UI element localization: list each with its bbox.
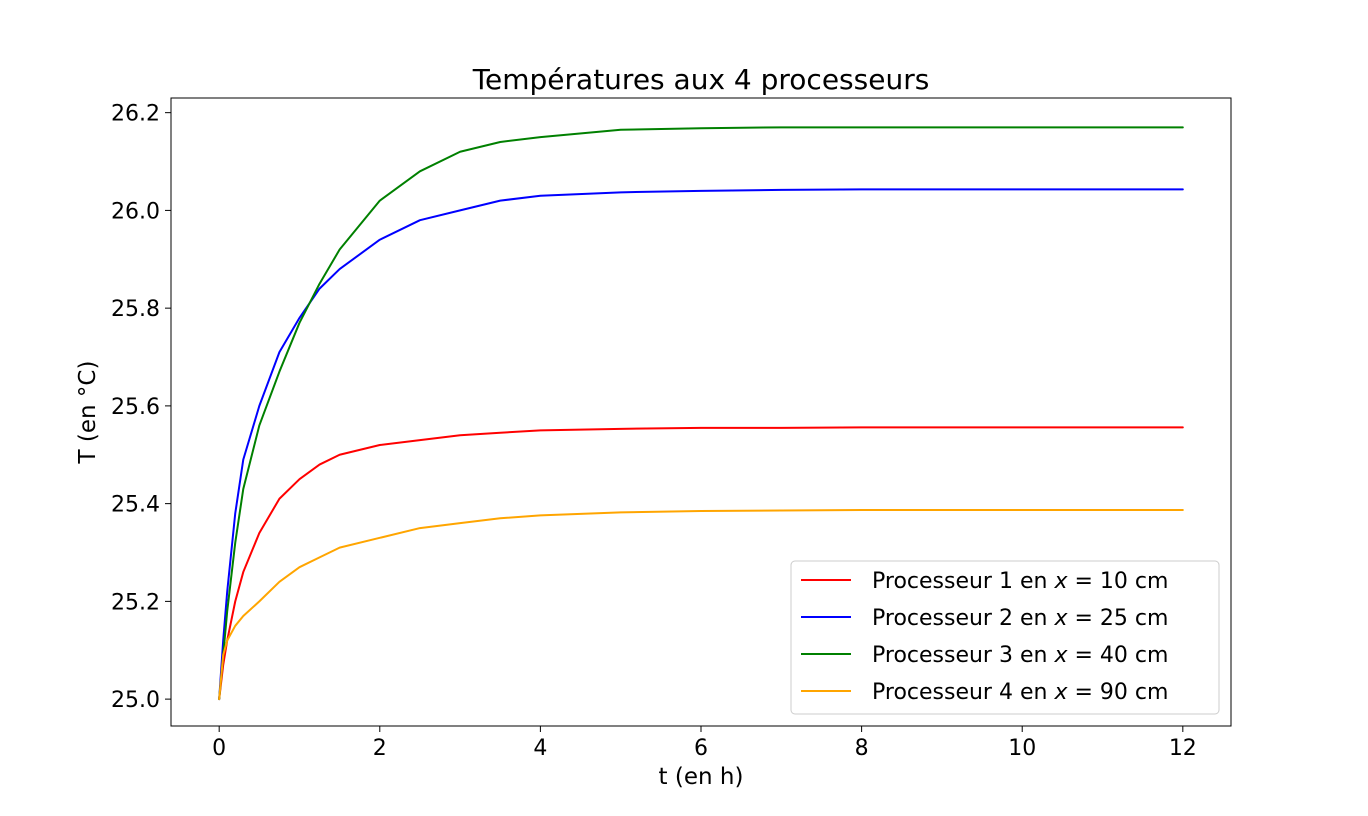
legend-label-4: Processeur 4 en x = 90 cm <box>872 680 1168 705</box>
y-tick-label: 25.4 <box>111 493 160 518</box>
x-tick-label: 6 <box>694 736 708 761</box>
series-line-2 <box>218 188 1184 701</box>
y-tick-label: 25.0 <box>111 688 160 713</box>
x-tick-label: 10 <box>1008 736 1036 761</box>
y-tick-label: 25.2 <box>111 590 160 615</box>
legend-box <box>790 560 1220 715</box>
legend-label-3: Processeur 3 en x = 40 cm <box>872 643 1168 668</box>
y-tick-label: 26.0 <box>111 199 160 224</box>
series-line-1 <box>218 426 1184 701</box>
x-tick-label: 4 <box>533 736 547 761</box>
y-tick-label: 25.6 <box>111 395 160 420</box>
chart-title: Températures aux 4 processeurs <box>472 63 930 96</box>
legend: Processeur 1 en x = 10 cm Processeur 2 en… <box>790 560 1220 715</box>
series-line-3 <box>218 126 1184 701</box>
x-axis-label: t (en h) <box>659 764 744 790</box>
x-tick-label: 2 <box>373 736 387 761</box>
y-tick-label: 26.2 <box>111 102 160 127</box>
series-line-4 <box>218 508 1184 701</box>
x-tick-label: 8 <box>855 736 869 761</box>
y-tick-label: 25.8 <box>111 297 160 322</box>
legend-label-1: Processeur 1 en x = 10 cm <box>872 569 1168 594</box>
x-tick-label: 12 <box>1169 736 1197 761</box>
y-axis-label: T (en °C) <box>75 361 101 465</box>
plot-area: 0 2 4 6 8 10 12 25.0 25.2 25.4 25.6 25.8 26.0 26.2 <box>111 97 1232 761</box>
x-tick-label: 0 <box>212 736 226 761</box>
legend-label-2: Processeur 2 en x = 25 cm <box>872 606 1168 631</box>
